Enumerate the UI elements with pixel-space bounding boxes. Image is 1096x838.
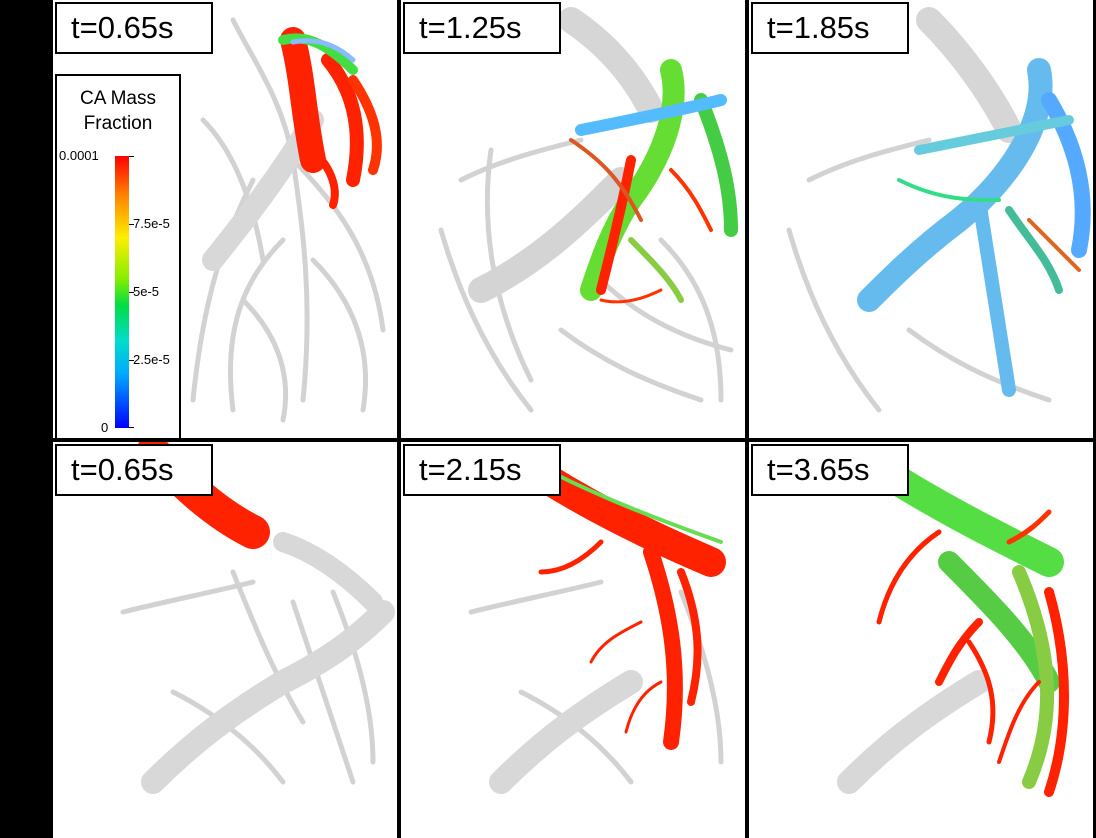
vessel-render-4 xyxy=(120,442,395,794)
time-label: t=1.85s xyxy=(751,2,909,54)
colorbar xyxy=(115,156,129,428)
vessel-render-2 xyxy=(438,7,738,413)
tick-label-max: 0.0001 xyxy=(59,148,99,163)
tick-label-25: 2.5e-5 xyxy=(133,352,170,367)
legend-title-line2: Fraction xyxy=(83,113,153,134)
tick-mark xyxy=(129,156,134,157)
legend-title: CA Mass Fraction xyxy=(57,86,179,136)
panel-5: t=2.15s xyxy=(401,442,745,838)
panel-6: t=3.65s xyxy=(749,442,1093,838)
figure-grid: t=0.65s CA Mass Fraction 0.0001 7.5e-5 5… xyxy=(53,0,1093,838)
legend-title-line1: CA Mass xyxy=(79,88,157,109)
panel-2: t=1.25s xyxy=(401,0,745,438)
time-label: t=3.65s xyxy=(751,444,909,496)
time-label: t=2.15s xyxy=(403,444,561,496)
vessel-render-5 xyxy=(468,447,726,794)
vessel-render-6 xyxy=(837,447,1069,797)
vessel-render-3 xyxy=(786,7,1091,413)
panel-3: t=1.85s xyxy=(749,0,1093,438)
time-label: t=1.25s xyxy=(403,2,561,54)
tick-mark xyxy=(129,224,134,225)
tick-mark xyxy=(129,360,134,361)
tick-mark xyxy=(129,292,134,293)
time-label: t=0.65s xyxy=(55,444,213,496)
color-legend: CA Mass Fraction 0.0001 7.5e-5 5e-5 2.5e… xyxy=(55,74,181,438)
tick-label-75: 7.5e-5 xyxy=(133,216,170,231)
tick-mark xyxy=(129,427,134,428)
panel-1: t=0.65s CA Mass Fraction 0.0001 7.5e-5 5… xyxy=(53,0,397,438)
tick-label-50: 5e-5 xyxy=(133,284,160,299)
vessel-render-1 xyxy=(190,17,386,423)
tick-label-min: 0 xyxy=(101,420,109,435)
time-label: t=0.65s xyxy=(55,2,213,54)
panel-4: t=0.65s xyxy=(53,442,397,838)
